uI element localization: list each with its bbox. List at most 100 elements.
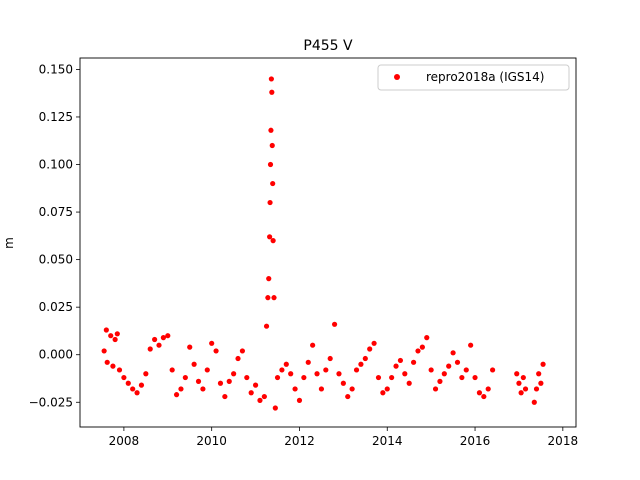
data-point <box>200 386 206 392</box>
data-point <box>263 323 270 329</box>
data-point <box>384 386 390 392</box>
data-point <box>191 361 197 367</box>
data-point <box>437 378 443 384</box>
data-point <box>522 386 529 392</box>
data-point <box>490 367 496 373</box>
data-point <box>353 367 360 373</box>
data-point <box>272 405 278 411</box>
data-point <box>485 386 491 392</box>
data-point <box>270 238 276 244</box>
data-point <box>226 378 232 384</box>
chart-title: P455 V <box>303 38 353 54</box>
data-point <box>244 374 250 381</box>
legend-marker <box>394 74 400 80</box>
data-point <box>367 346 373 352</box>
data-point <box>116 367 123 373</box>
data-point <box>472 374 478 381</box>
y-tick-label: 0.150 <box>39 62 73 76</box>
legend-box <box>377 64 570 91</box>
data-point <box>476 390 483 396</box>
data-point <box>121 374 127 381</box>
data-point <box>104 359 110 365</box>
y-axis-label: m <box>2 237 16 249</box>
data-point <box>463 367 469 373</box>
data-point <box>268 76 274 82</box>
data-point <box>213 348 219 354</box>
data-point <box>410 359 417 365</box>
data-point <box>538 380 544 386</box>
data-point <box>222 393 228 400</box>
data-point <box>248 390 254 396</box>
data-point <box>536 371 542 377</box>
data-point <box>336 371 342 377</box>
data-point <box>397 357 404 364</box>
data-point <box>165 333 171 339</box>
data-point <box>270 180 276 187</box>
data-point <box>358 361 364 367</box>
data-point <box>103 327 109 333</box>
data-point <box>514 371 520 377</box>
y-tick-label: 0.025 <box>39 300 73 314</box>
data-point <box>283 361 289 367</box>
data-point <box>156 342 162 348</box>
data-point <box>178 386 184 392</box>
data-point <box>314 371 320 377</box>
data-point <box>108 333 114 339</box>
y-tick-label: 0.050 <box>39 253 73 267</box>
data-point <box>101 348 107 354</box>
data-point <box>138 382 145 388</box>
data-point <box>235 355 241 362</box>
data-point <box>279 367 285 373</box>
data-point <box>375 374 382 381</box>
data-point <box>231 371 237 377</box>
data-point <box>187 344 193 350</box>
data-point <box>310 342 316 348</box>
data-point <box>323 367 329 373</box>
data-point <box>112 336 118 343</box>
data-point <box>288 371 294 377</box>
data-point <box>173 392 180 398</box>
data-point <box>318 386 325 392</box>
data-point <box>195 378 202 384</box>
data-point <box>217 380 224 386</box>
y-tick-label: −0.025 <box>29 395 73 409</box>
data-point <box>340 380 346 386</box>
data-point <box>267 161 274 168</box>
data-point <box>459 374 465 381</box>
x-tick-label: 2016 <box>460 434 491 448</box>
data-point <box>204 367 210 373</box>
x-tick-label: 2014 <box>372 434 403 448</box>
data-point <box>406 380 412 386</box>
data-point <box>296 397 303 403</box>
data-point <box>468 342 474 348</box>
data-point <box>257 397 263 403</box>
data-point <box>182 374 188 381</box>
data-point <box>130 386 136 392</box>
data-point <box>450 350 456 356</box>
data-point <box>274 374 281 381</box>
data-point <box>454 359 461 365</box>
data-point <box>331 321 338 327</box>
data-point <box>239 348 246 354</box>
data-point <box>349 386 355 392</box>
data-point <box>402 371 408 377</box>
data-point <box>424 335 430 341</box>
data-point <box>380 390 386 396</box>
data-point <box>267 199 273 206</box>
data-point <box>393 363 399 369</box>
data-point <box>252 382 259 388</box>
data-point <box>446 363 452 369</box>
data-point <box>428 367 434 373</box>
data-point <box>345 393 351 400</box>
x-tick-label: 2018 <box>548 434 579 448</box>
data-point <box>147 346 153 352</box>
data-point <box>269 142 275 149</box>
data-point <box>415 348 421 354</box>
legend: repro2018a (IGS14) <box>377 64 570 91</box>
legend-label: repro2018a (IGS14) <box>426 70 544 84</box>
axis-ticks: 2008 2010 2012 2014 2016 2018 −0.025 0.000 0.025… <box>29 62 579 448</box>
data-point <box>261 393 267 400</box>
data-point <box>389 374 395 381</box>
data-point <box>134 390 140 396</box>
